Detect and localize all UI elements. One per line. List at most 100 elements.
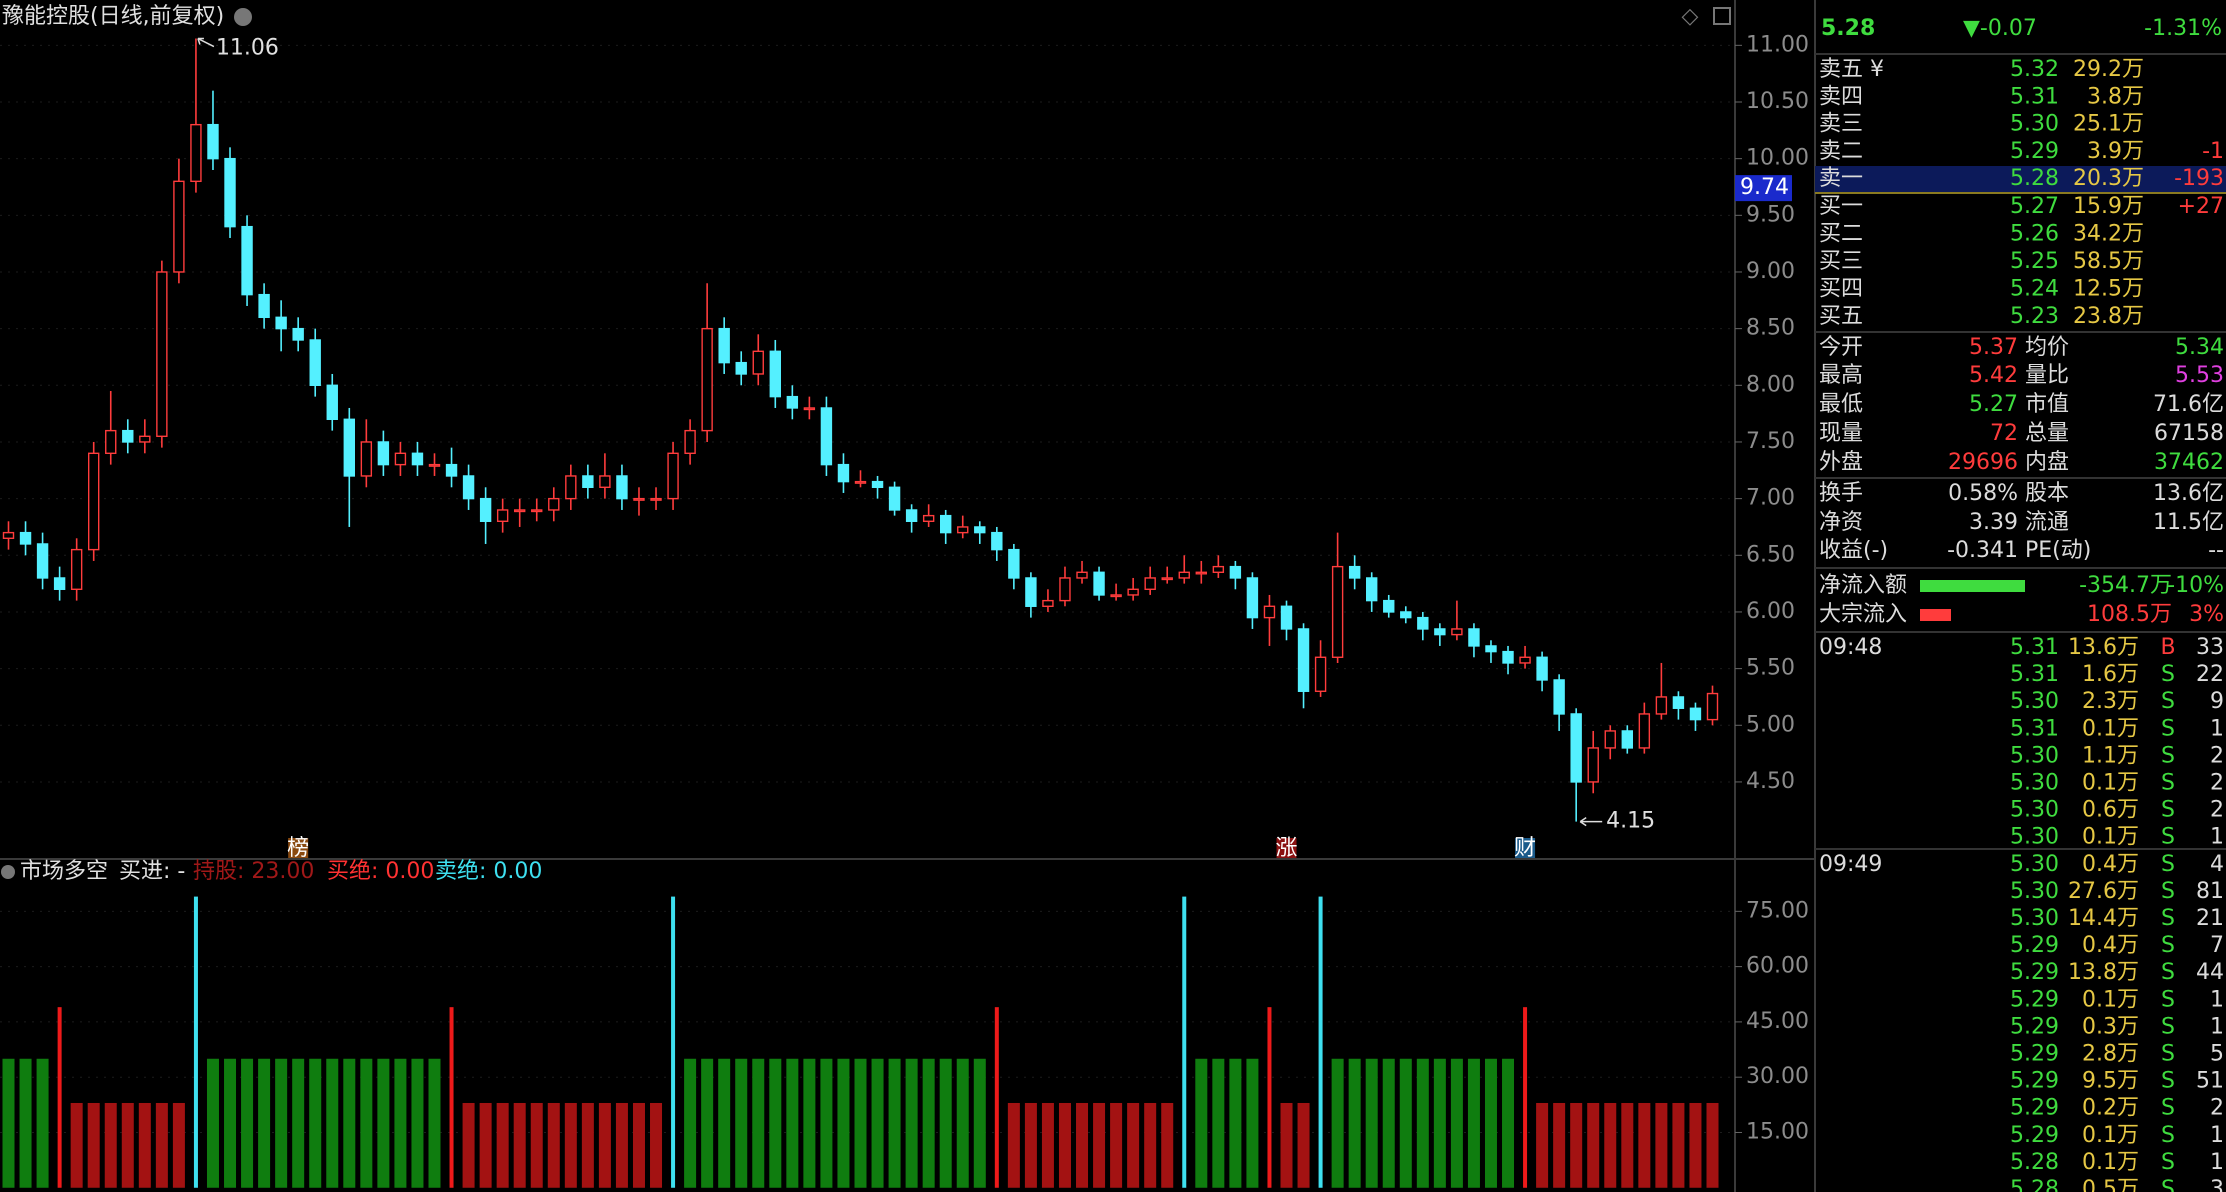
trade-count: 4 (2210, 852, 2224, 877)
event-label: 财 (1514, 836, 1536, 861)
indicator-bar (1058, 1102, 1071, 1188)
trade-price: 5.31 (2010, 716, 2059, 741)
trade-price: 5.30 (2010, 689, 2059, 714)
indicator-bar (206, 1058, 219, 1188)
candle-body (1587, 747, 1599, 783)
indicator-bar (1024, 1102, 1037, 1188)
indicator-bar (57, 1007, 62, 1188)
y-tick-label: 15.00 (1746, 1119, 1809, 1144)
stat-value: 13.6亿 (2153, 481, 2224, 506)
indicator-icon[interactable] (1, 865, 15, 879)
candle-body (1178, 571, 1190, 579)
trade-volume: 0.5万 (2082, 1177, 2139, 1192)
trade-volume: 14.4万 (2068, 906, 2139, 931)
y-tick-label: 9.50 (1746, 202, 1795, 227)
indicator-title: 市场多空 (20, 859, 108, 884)
candle-body (53, 577, 66, 590)
chart-title: 豫能控股(日线,前复权) (2, 4, 224, 29)
candle-body (616, 475, 628, 500)
candle-body (1093, 571, 1105, 596)
flow-bar (1920, 609, 1951, 621)
indicator-bar (598, 1102, 611, 1188)
trade-time: 09:49 (1819, 852, 1882, 877)
trade-volume: 9.5万 (2082, 1069, 2139, 1094)
stat-value: 5.27 (1969, 392, 2018, 417)
stat-value: 5.53 (2175, 363, 2224, 388)
book-price: 5.23 (2010, 304, 2059, 329)
indicator-bar (1161, 1102, 1174, 1188)
indicator-bar (871, 1058, 884, 1188)
candle-body (36, 543, 49, 579)
candle-body (871, 480, 884, 488)
stat-value: 5.37 (1969, 335, 2018, 360)
indicator-bar (428, 1058, 441, 1188)
indicator-bar (632, 1102, 645, 1188)
candle-body (1076, 571, 1088, 579)
indicator-bar (1110, 1102, 1123, 1188)
indicator-bar (735, 1058, 748, 1188)
trade-price: 5.28 (2010, 1150, 2059, 1175)
candle-body (1536, 656, 1548, 681)
stat-label: 最高 (1819, 363, 1863, 388)
book-label: 买五 (1819, 304, 1863, 329)
indicator-bar (258, 1058, 271, 1188)
book-volume: 12.5万 (2073, 277, 2144, 302)
flow-pct: 3% (2189, 602, 2224, 627)
indicator-bar (1212, 1058, 1225, 1188)
y-tick-label: 30.00 (1746, 1064, 1809, 1089)
book-price: 5.24 (2010, 277, 2059, 302)
candle-body (190, 123, 202, 183)
trade-price: 5.30 (2010, 852, 2059, 877)
candle-body (1604, 730, 1616, 749)
candle-body (1689, 707, 1702, 721)
indicator-bar (684, 1058, 697, 1188)
candle-body (1383, 599, 1395, 613)
indicator-bar (1570, 1102, 1583, 1188)
trade-side: S (2161, 960, 2175, 985)
title-icon[interactable] (234, 8, 252, 26)
tool-icon[interactable] (1713, 7, 1731, 25)
indicator-bar (1553, 1102, 1566, 1188)
trade-count: 3 (2210, 1177, 2224, 1192)
candle-body (1008, 548, 1020, 579)
candle-body (1331, 565, 1344, 658)
candle-body (1417, 616, 1429, 630)
candle-body (803, 407, 816, 411)
indicator-legend: 持股: 23.00 (193, 859, 314, 884)
trade-price: 5.29 (2010, 1014, 2059, 1039)
candle-body (1451, 628, 1463, 636)
trade-side: S (2161, 825, 2175, 850)
book-price: 5.27 (2010, 194, 2059, 219)
indicator-bar (1297, 1102, 1310, 1188)
trade-side: S (2161, 662, 2175, 687)
indicator-bar (1267, 1007, 1272, 1188)
stat-value: 5.42 (1969, 363, 2018, 388)
candle-body (462, 475, 475, 500)
candle-body (411, 452, 424, 466)
indicator-bar (671, 896, 676, 1188)
candle-body (479, 497, 492, 522)
candle-body (1195, 571, 1208, 575)
candle-body (309, 339, 321, 387)
trade-volume: 2.8万 (2082, 1042, 2139, 1067)
indicator-bar (104, 1102, 117, 1188)
candle-body (1553, 679, 1565, 715)
book-volume: 3.9万 (2087, 139, 2144, 164)
book-label: 买四 (1819, 277, 1863, 302)
candle-body (445, 463, 458, 477)
trade-count: 81 (2196, 879, 2224, 904)
indicator-bar (1502, 1058, 1515, 1188)
stat-value: 71.6亿 (2153, 392, 2224, 417)
book-delta: +27 (2178, 194, 2224, 219)
indicator-bar (1484, 1058, 1497, 1188)
candle-body (1348, 565, 1361, 579)
book-price: 5.26 (2010, 222, 2059, 247)
trade-side: S (2161, 1177, 2175, 1192)
annotation-arrow (197, 37, 215, 48)
indicator-bar (1182, 896, 1187, 1188)
book-price: 5.28 (2010, 166, 2059, 191)
tool-icon[interactable]: ◇ (1682, 4, 1699, 29)
trade-price: 5.31 (2010, 662, 2059, 687)
stat-value: 5.34 (2175, 335, 2224, 360)
candle-body (1706, 692, 1719, 721)
